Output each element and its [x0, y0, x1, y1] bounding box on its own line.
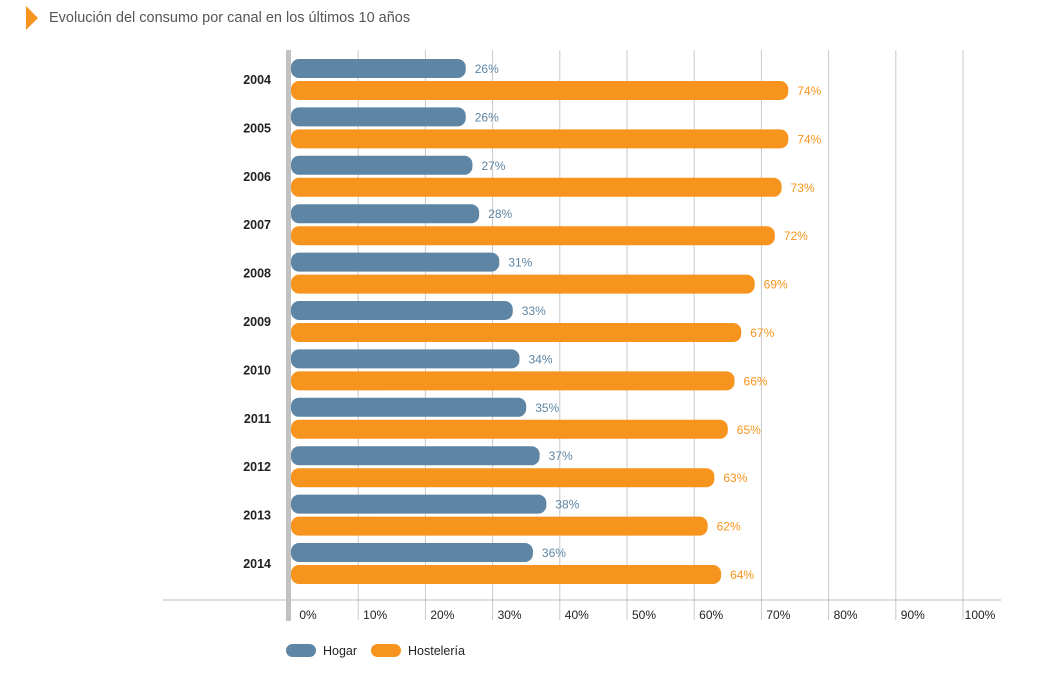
- bar-hosteleria: [291, 371, 735, 391]
- value-label-hogar: 28%: [488, 207, 512, 221]
- value-label-hogar: 34%: [528, 352, 552, 366]
- value-label-hosteleria: 72%: [784, 229, 808, 243]
- value-label-hogar: 27%: [481, 159, 505, 173]
- value-label-hogar: 26%: [475, 62, 499, 76]
- value-label-hogar: 37%: [549, 449, 573, 463]
- bar-hosteleria: [291, 226, 775, 246]
- legend-label-hogar: Hogar: [323, 644, 357, 658]
- bar-hogar: [291, 107, 466, 127]
- y-category-label: 2012: [243, 460, 271, 474]
- bar-hosteleria: [291, 516, 708, 536]
- chart-title-row: Evolución del consumo por canal en los ú…: [26, 6, 410, 30]
- x-tick-label: 10%: [363, 608, 387, 622]
- x-tick-label: 80%: [834, 608, 858, 622]
- x-tick-label: 90%: [901, 608, 925, 622]
- value-label-hosteleria: 74%: [797, 132, 821, 146]
- value-label-hosteleria: 69%: [764, 278, 788, 292]
- bar-hogar: [291, 494, 547, 514]
- value-label-hogar: 33%: [522, 304, 546, 318]
- bar-hogar: [291, 349, 520, 369]
- bar-hogar: [291, 543, 533, 562]
- bar-hosteleria: [291, 81, 789, 100]
- x-tick-label: 100%: [965, 608, 996, 622]
- x-tick-label: 70%: [766, 608, 790, 622]
- x-tick-label: 30%: [498, 608, 522, 622]
- bar-hogar: [291, 397, 527, 417]
- value-label-hosteleria: 65%: [737, 423, 761, 437]
- value-label-hogar: 38%: [555, 498, 579, 512]
- x-tick-label: 20%: [430, 608, 454, 622]
- y-category-label: 2011: [244, 412, 271, 426]
- value-label-hosteleria: 74%: [797, 84, 821, 98]
- bar-hogar: [291, 59, 466, 78]
- legend-swatch-hosteleria: [371, 644, 401, 657]
- bar-hosteleria: [291, 323, 742, 342]
- y-category-label: 2008: [243, 267, 271, 281]
- value-label-hogar: 26%: [475, 110, 499, 124]
- value-label-hosteleria: 63%: [723, 471, 747, 485]
- y-category-label: 2013: [243, 509, 271, 523]
- bar-hogar: [291, 446, 540, 466]
- chart-title: Evolución del consumo por canal en los ú…: [49, 10, 411, 26]
- value-label-hosteleria: 66%: [744, 374, 768, 388]
- bar-hogar: [291, 252, 500, 272]
- legend-label-hosteleria: Hostelería: [408, 644, 465, 658]
- x-tick-label: 40%: [565, 608, 589, 622]
- bar-hosteleria: [291, 129, 789, 149]
- value-label-hosteleria: 67%: [750, 326, 774, 340]
- y-category-label: 2009: [243, 315, 271, 329]
- value-label-hogar: 36%: [542, 546, 566, 560]
- y-category-label: 2014: [243, 557, 271, 571]
- value-label-hosteleria: 73%: [791, 181, 815, 195]
- y-category-label: 2010: [243, 363, 271, 377]
- bar-hosteleria: [291, 274, 755, 294]
- legend-swatch-hogar: [286, 644, 316, 657]
- bar-hosteleria: [291, 177, 782, 197]
- x-tick-label: 0%: [299, 608, 317, 622]
- bar-hosteleria: [291, 565, 722, 584]
- y-category-label: 2004: [243, 73, 271, 87]
- y-category-label: 2006: [243, 170, 271, 184]
- value-label-hosteleria: 62%: [717, 520, 741, 534]
- y-category-label: 2005: [243, 121, 271, 135]
- bar-hosteleria: [291, 468, 715, 488]
- x-tick-label: 60%: [699, 608, 723, 622]
- bar-hogar: [291, 301, 513, 320]
- bar-hogar: [291, 155, 473, 175]
- y-category-label: 2007: [243, 218, 271, 232]
- y-axis-baseline: [286, 50, 291, 621]
- x-tick-label: 50%: [632, 608, 656, 622]
- value-label-hogar: 35%: [535, 401, 559, 415]
- title-arrow-icon: [26, 6, 38, 30]
- value-label-hogar: 31%: [508, 256, 532, 270]
- value-label-hosteleria: 64%: [730, 568, 754, 582]
- bar-hogar: [291, 204, 480, 224]
- bar-hosteleria: [291, 419, 728, 439]
